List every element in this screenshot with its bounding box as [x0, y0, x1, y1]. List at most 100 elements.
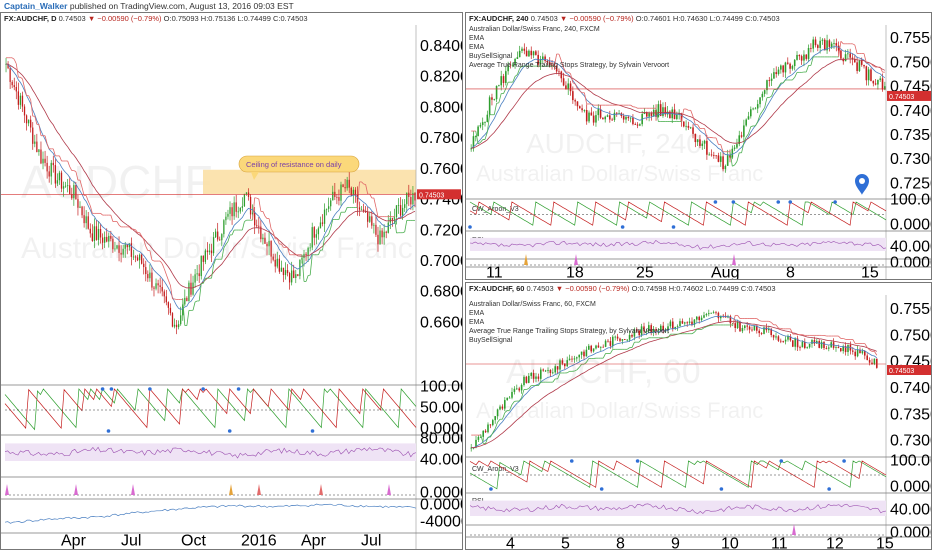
- candle: [852, 350, 854, 352]
- h1-chart-canvas[interactable]: AUDCHF, 60 Australian Dollar/Swiss Franc 0…: [466, 283, 931, 549]
- candle: [141, 254, 143, 264]
- candle: [194, 274, 196, 283]
- candle: [686, 322, 688, 324]
- candle: [221, 234, 223, 241]
- aroon-cross-marker: [106, 429, 111, 433]
- legend-item[interactable]: EMA: [469, 44, 485, 51]
- author-link[interactable]: Captain_Walker: [4, 1, 68, 11]
- candle: [768, 80, 771, 81]
- atr-trailing-stop: [720, 144, 724, 152]
- candle: [645, 330, 648, 332]
- price-axis-label: 0.75000: [890, 54, 931, 71]
- atr-trailing-stop: [163, 268, 167, 275]
- candle: [744, 325, 746, 329]
- atr-trailing-stop: [231, 229, 235, 236]
- candle: [879, 78, 882, 80]
- aroon-name: CW_Aroon_V3: [472, 206, 519, 213]
- candle: [173, 324, 176, 327]
- candle: [371, 216, 373, 226]
- h4-chart-panel[interactable]: FX:AUDCHF, 240 0.74503 ▼ −0.00590 (−0.79…: [465, 12, 932, 280]
- candle: [768, 328, 770, 331]
- candle: [260, 226, 262, 240]
- candle: [350, 187, 352, 196]
- candle: [805, 54, 808, 59]
- candle: [383, 231, 385, 238]
- legend-item[interactable]: EMA: [469, 35, 485, 42]
- atr-trailing-stop: [89, 205, 93, 214]
- candle: [628, 334, 631, 340]
- atr-trailing-stop: [67, 160, 71, 167]
- candle: [580, 351, 583, 355]
- watermark-name: Australian Dollar/Swiss Franc: [476, 398, 763, 423]
- daily-chart-panel[interactable]: FX:AUDCHF, D 0.74503 ▼ −0.00590 (−0.79%)…: [0, 12, 463, 550]
- candle: [19, 95, 22, 105]
- candle: [574, 100, 576, 102]
- candle: [782, 65, 784, 73]
- candle: [528, 375, 530, 383]
- candle: [85, 216, 87, 224]
- atr-trailing-stop: [854, 44, 858, 54]
- h1-chart-panel[interactable]: FX:AUDCHF, 60 0.74503 ▼ −0.00590 (−0.79%…: [465, 282, 932, 550]
- candle: [611, 119, 613, 121]
- candle: [621, 339, 624, 341]
- candle: [602, 346, 604, 348]
- candle: [860, 60, 863, 65]
- watermark-symbol: AUDCHF, 60: [506, 353, 701, 391]
- buy-sell-signal: [229, 484, 233, 495]
- atr-trailing-stop: [517, 68, 521, 75]
- candle: [804, 341, 806, 348]
- candle: [801, 341, 804, 348]
- h1-chart-header: FX:AUDCHF, 60 0.74503 ▼ −0.00590 (−0.79%…: [466, 283, 776, 294]
- atr-trailing-stop: [85, 195, 89, 202]
- legend-item[interactable]: BuySellSignal: [469, 337, 513, 344]
- change-value: −0.00590 (−0.79%): [97, 14, 162, 23]
- candle: [202, 255, 204, 262]
- candle: [225, 216, 227, 221]
- candle: [188, 282, 190, 301]
- candle: [535, 376, 537, 379]
- candle: [660, 325, 662, 331]
- candle: [597, 345, 600, 348]
- legend-item[interactable]: Australian Dollar/Swiss Franc, 240, FXCM: [469, 26, 600, 33]
- candle: [835, 43, 838, 46]
- candle: [58, 172, 61, 181]
- candle: [786, 62, 789, 64]
- atr-trailing-stop: [638, 338, 642, 343]
- candle: [811, 340, 813, 344]
- legend-item[interactable]: Average True Range Trailing Stops Strate…: [469, 328, 670, 335]
- atr-trailing-stop: [141, 235, 145, 240]
- candle: [525, 376, 528, 383]
- candle: [713, 154, 715, 156]
- atr-trailing-stop: [357, 181, 360, 208]
- legend-item[interactable]: Australian Dollar/Swiss Franc, 60, FXCM: [469, 301, 596, 308]
- candle: [798, 54, 801, 57]
- atr-trailing-stop: [514, 74, 518, 77]
- candle: [701, 143, 704, 146]
- candle: [746, 325, 748, 327]
- legend-item[interactable]: EMA: [469, 310, 485, 317]
- candle: [354, 189, 357, 195]
- low-value: L:0.74499: [237, 14, 271, 23]
- candle: [870, 69, 872, 81]
- last-price-tag-label: 0.74503: [889, 94, 914, 101]
- price-axis-label: 0.82000: [420, 69, 462, 86]
- atr-trailing-stop: [790, 328, 794, 335]
- atr-trailing-stop: [344, 207, 348, 213]
- candle: [812, 39, 814, 49]
- candle: [323, 209, 326, 224]
- candle: [558, 71, 560, 73]
- atr-trailing-stop: [69, 166, 73, 171]
- atr-trailing-stop: [394, 216, 397, 233]
- atr-trailing-stop: [498, 93, 502, 103]
- candle: [375, 224, 377, 235]
- daily-chart-canvas[interactable]: AUDCHF Australian Dollar/Swiss Franc Ceili…: [1, 13, 462, 549]
- legend-item[interactable]: BuySellSignal: [469, 53, 513, 60]
- atr-trailing-stop: [324, 236, 327, 238]
- candle: [122, 248, 124, 255]
- legend-item[interactable]: Average True Range Trailing Stops Strate…: [469, 62, 670, 69]
- candle: [856, 349, 859, 357]
- atr-trailing-stop: [135, 229, 138, 233]
- legend-item[interactable]: EMA: [469, 319, 485, 326]
